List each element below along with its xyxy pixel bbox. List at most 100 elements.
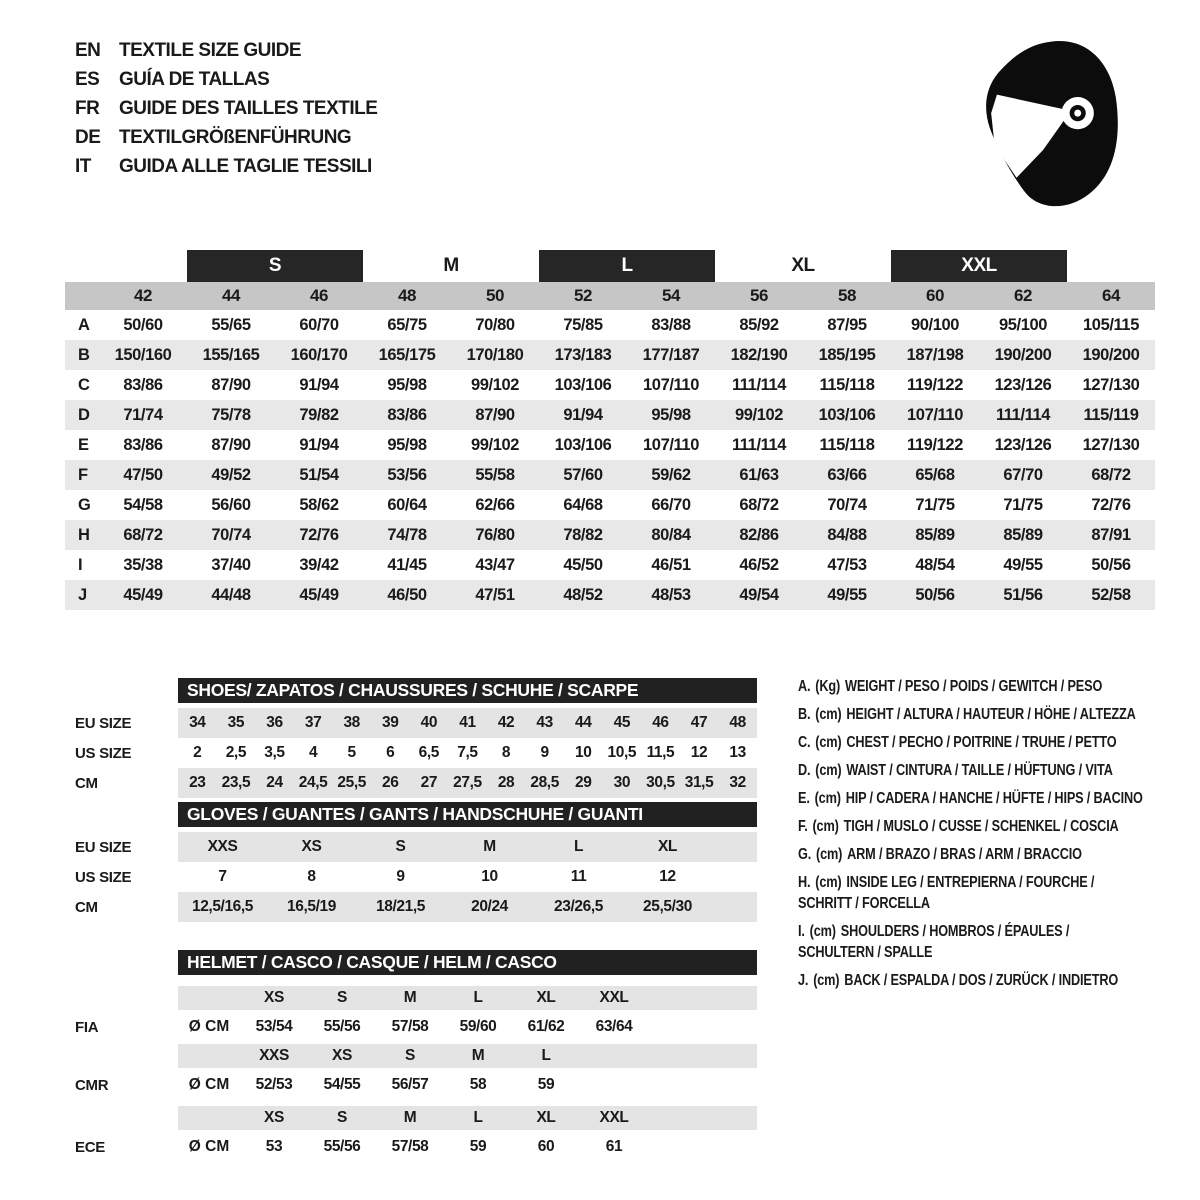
legend-line: SCHRITT / FORCELLA xyxy=(798,895,930,912)
helmet-size-table: HELMET / CASCO / CASQUE / HELM / CASCO X… xyxy=(75,950,757,1164)
value-cell: 28,5 xyxy=(530,774,559,791)
value-cell: 85/92 xyxy=(739,315,779,334)
value-cell: 61/62 xyxy=(527,1018,565,1035)
size-cell: M xyxy=(403,1109,417,1126)
legend-line: H. (cm) INSIDE LEG / ENTREPIERNA / FOURCHE… xyxy=(798,872,1190,893)
value-cell: 41/45 xyxy=(387,555,427,574)
legend-text: TIGH / MUSLO / CUSSE / SCHENKEL / COSCIA xyxy=(843,818,1119,835)
row-key: C xyxy=(78,375,90,394)
row-key: F xyxy=(78,465,88,484)
value-cell: 60/64 xyxy=(387,495,427,514)
value-cell: 119/122 xyxy=(907,435,963,454)
legend-unit: (cm) xyxy=(815,706,842,723)
size-cell: M xyxy=(471,1047,485,1064)
value-cell: XL xyxy=(657,838,677,855)
shoes-title: SHOES/ ZAPATOS / CHAUSSURES / SCHUHE / S… xyxy=(187,680,639,700)
value-cell: 6 xyxy=(386,744,395,761)
value-cell: 115/119 xyxy=(1083,405,1139,424)
value-cell: 5 xyxy=(347,744,357,761)
value-cell: 190/200 xyxy=(1082,345,1140,364)
legend-line: I. (cm) SHOULDERS / HOMBROS / ÉPAULES / xyxy=(798,921,1190,942)
size-number: 48 xyxy=(397,286,417,305)
value-cell: 46/51 xyxy=(651,555,691,574)
legend-key: D. xyxy=(798,762,811,779)
language-title: TEXTILGRÖßENFÜHRUNG xyxy=(119,126,352,148)
value-cell: 111/114 xyxy=(731,435,787,454)
gloves-row-label: EU SIZE xyxy=(75,838,132,856)
language-title: TEXTILE SIZE GUIDE xyxy=(119,39,302,61)
size-cell: XL xyxy=(536,989,556,1006)
value-cell: 87/95 xyxy=(827,315,867,334)
legend-key: E. xyxy=(798,790,810,807)
legend-line: D. (cm) WAIST / CINTURA / TAILLE / HÜFTUNG… xyxy=(798,760,1190,781)
row-values: 2 2,5 3,5 4 5 6 6,5 7,5 8 9 10 10,5 11,5 12 13 xyxy=(178,738,757,768)
gloves-table-body: EU SIZE XXS XS S M L XL US SIZE 7 8 9 10 11 12 CM 12,5/… xyxy=(75,832,757,922)
band-spacer xyxy=(65,282,99,310)
language-title-block: EN TEXTILE SIZE GUIDE ES GUÍA DE TALLAS FR GU… xyxy=(75,36,378,181)
helmet-title: HELMET / CASCO / CASQUE / HELM / CASCO xyxy=(187,952,557,972)
row-key: I xyxy=(78,555,83,574)
size-group-label: L xyxy=(539,250,715,282)
standard-label: CMR xyxy=(75,1076,109,1094)
value-cell: 59 xyxy=(537,1076,555,1093)
size-number: 44 xyxy=(221,286,241,305)
size-group-label: S xyxy=(187,250,363,282)
value-cell: 56/57 xyxy=(391,1076,429,1093)
value-cell: 45/50 xyxy=(563,555,603,574)
value-cell: 57/58 xyxy=(391,1018,429,1035)
value-cell: 85/89 xyxy=(915,525,955,544)
language-title: GUIDA ALLE TAGLIE TESSILI xyxy=(119,155,372,177)
table-row: I 35/38 37/40 39/42 41/45 43/47 45/50 46/51 46/5… xyxy=(65,550,1155,580)
value-cell: 55/56 xyxy=(323,1018,361,1035)
language-row: FR GUIDE DES TAILLES TEXTILE xyxy=(75,94,378,123)
value-cell: 48/53 xyxy=(651,585,691,604)
size-number: 60 xyxy=(925,286,945,305)
value-cell: 2,5 xyxy=(225,744,247,761)
size-cell: L xyxy=(541,1047,551,1064)
language-title: GUIDE DES TAILLES TEXTILE xyxy=(119,97,378,119)
value-cell: 35/38 xyxy=(123,555,163,574)
size-number: 62 xyxy=(1013,286,1033,305)
value-cell: 123/126 xyxy=(994,435,1052,454)
gloves-row-label: US SIZE xyxy=(75,868,132,886)
legend-unit: (cm) xyxy=(812,818,839,835)
table-row: US SIZE 7 8 9 10 11 12 xyxy=(75,862,757,892)
measurement-legend: A. (Kg) WEIGHT / PESO / POIDS / GEWITCH / … xyxy=(798,676,1190,998)
value-cell: 72/76 xyxy=(299,525,339,544)
legend-line: E. (cm) HIP / CADERA / HANCHE / HÜFTE / HI… xyxy=(798,788,1190,809)
value-cell: 55/58 xyxy=(475,465,515,484)
size-number: 46 xyxy=(309,286,329,305)
legend-item: I. (cm) SHOULDERS / HOMBROS / ÉPAULES / SCH… xyxy=(798,921,1190,963)
row-values: Ø CM 53 55/56 57/58 59 60 61 xyxy=(178,1134,757,1160)
value-cell: 103/106 xyxy=(554,435,612,454)
table-row: G 54/58 56/60 58/62 60/64 62/66 64/68 66/70 68/7… xyxy=(65,490,1155,520)
unit-spacer xyxy=(178,986,240,1010)
value-cell: 95/98 xyxy=(387,375,427,394)
value-cell: 99/102 xyxy=(734,405,784,424)
language-code: FR xyxy=(75,97,100,119)
value-cell: 45/49 xyxy=(123,585,163,604)
value-cell: 23 xyxy=(189,774,206,791)
value-cell: 64/68 xyxy=(563,495,603,514)
row-key: J xyxy=(78,585,87,604)
table-row: EU SIZE XXS XS S M L XL xyxy=(75,832,757,862)
size-number: 56 xyxy=(749,286,769,305)
value-cell: 68/72 xyxy=(1091,465,1131,484)
value-cell: 56/60 xyxy=(211,495,251,514)
value-cell: 67/70 xyxy=(1003,465,1043,484)
table-row: H 68/72 70/74 72/76 74/78 76/80 78/82 80/84 82/8… xyxy=(65,520,1155,550)
value-cell: 43 xyxy=(536,714,553,731)
legend-item: J. (cm) BACK / ESPALDA / DOS / ZURÜCK / IN… xyxy=(798,970,1190,991)
value-cell: 25,5/30 xyxy=(643,898,692,915)
racing-helmet-icon xyxy=(975,36,1125,216)
value-cell: 2 xyxy=(193,744,202,761)
table-row: D 71/74 75/78 79/82 83/86 87/90 91/94 95/98 99/1… xyxy=(65,400,1155,430)
legend-item: G. (cm) ARM / BRAZO / BRAS / ARM / BRACCIO xyxy=(798,844,1190,865)
value-cell: 95/98 xyxy=(387,435,427,454)
value-cell: 52/58 xyxy=(1091,585,1131,604)
value-cell: 87/90 xyxy=(211,375,251,394)
value-cell: 36 xyxy=(266,714,283,731)
legend-text: ARM / BRAZO / BRAS / ARM / BRACCIO xyxy=(847,846,1082,863)
value-cell: 76/80 xyxy=(475,525,515,544)
value-cell: 87/90 xyxy=(475,405,515,424)
